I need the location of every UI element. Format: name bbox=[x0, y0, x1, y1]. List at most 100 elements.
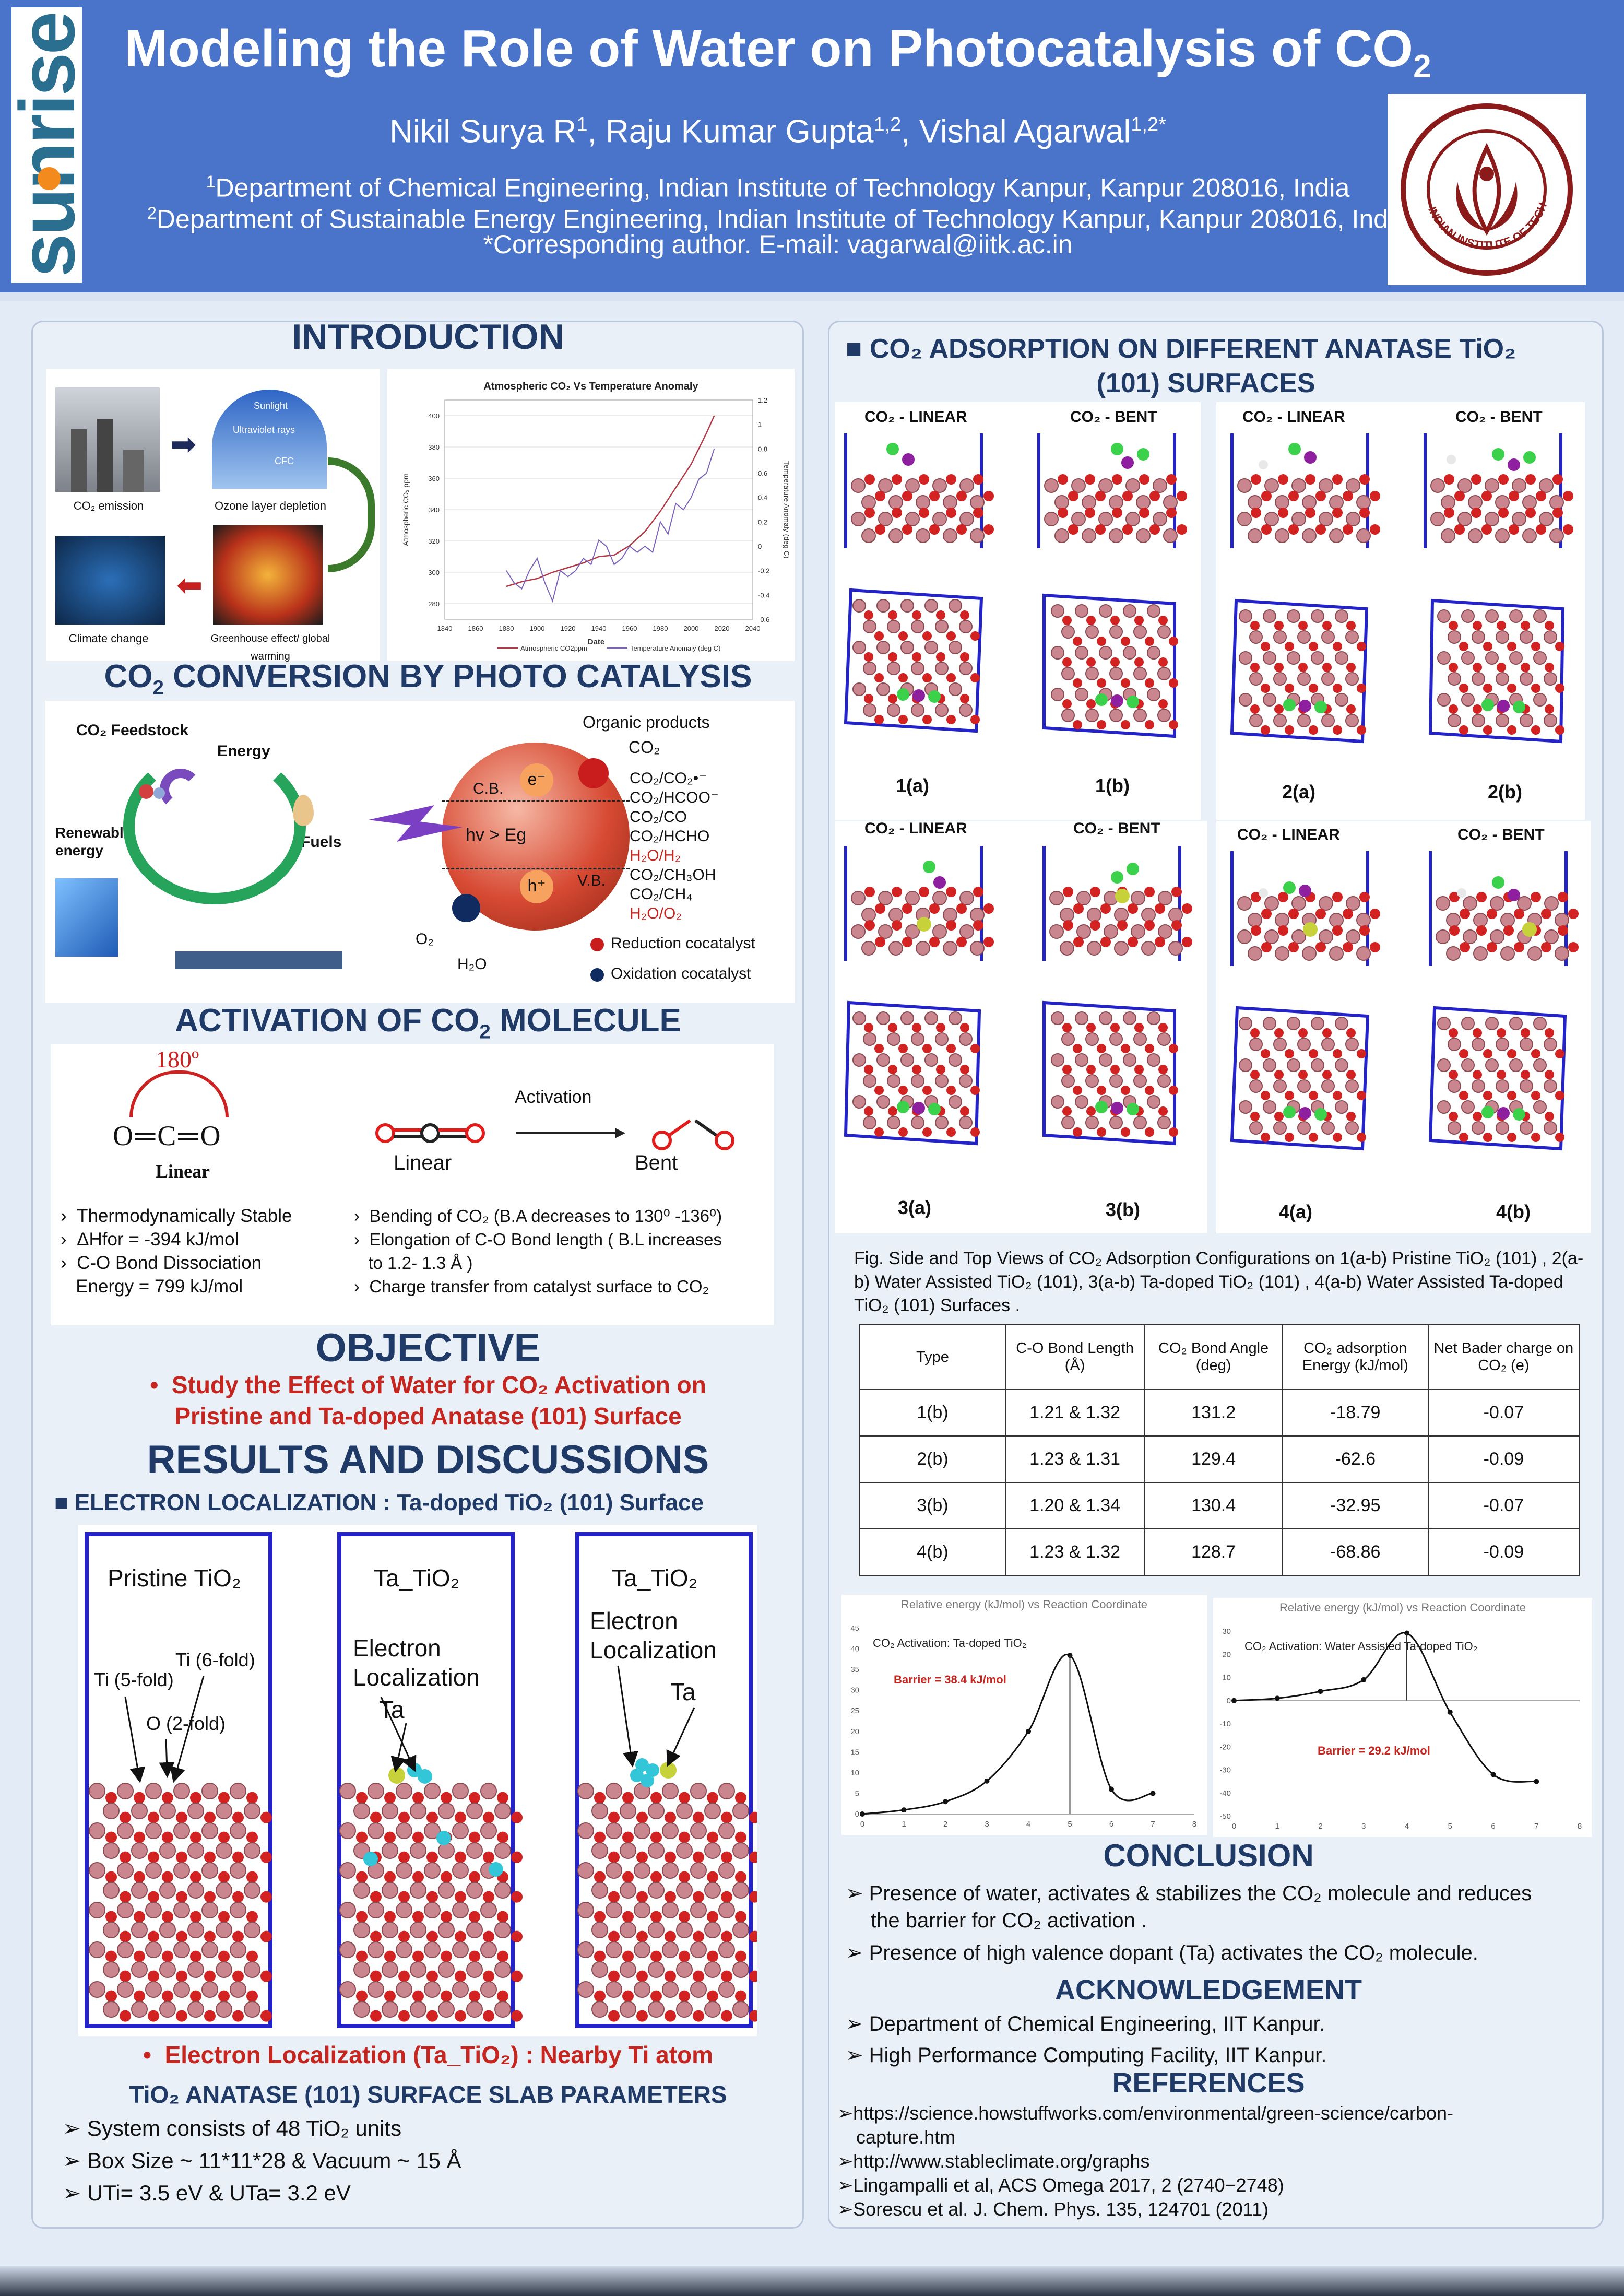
o-atom bbox=[469, 1871, 480, 1883]
o-atom bbox=[902, 524, 912, 535]
o-atom bbox=[946, 887, 956, 897]
ti-atom bbox=[1249, 1079, 1263, 1093]
activation-heading: ACTIVATION OF CO2 MOLECULE bbox=[175, 1003, 681, 1043]
o-atom bbox=[1073, 1086, 1082, 1095]
ti-atom bbox=[1335, 1100, 1348, 1114]
ti-atom bbox=[949, 599, 962, 613]
ti-atom bbox=[1509, 1058, 1523, 1072]
ti-atom bbox=[1249, 1121, 1263, 1135]
ti-atom bbox=[117, 1902, 134, 1918]
ti-atom bbox=[943, 528, 957, 543]
o-atom bbox=[898, 673, 908, 682]
ti-atom bbox=[1082, 495, 1096, 510]
electron-localization-figure: Pristine TiO₂ Ti (5-fold) Ti (6-fold) O … bbox=[78, 1525, 757, 2036]
ti-atom bbox=[103, 1882, 120, 1899]
ti-atom bbox=[494, 1961, 511, 1978]
o-atom bbox=[1459, 1091, 1468, 1100]
o-atom bbox=[1476, 892, 1487, 902]
ti-atom bbox=[851, 891, 866, 905]
ti-atom bbox=[131, 1842, 148, 1859]
o-atom bbox=[176, 1811, 187, 1823]
ti-atom bbox=[1075, 604, 1088, 618]
ti-atom bbox=[935, 1116, 949, 1129]
o-atom bbox=[1309, 684, 1318, 693]
o-atom bbox=[1555, 684, 1564, 693]
o-atom bbox=[946, 673, 956, 682]
ti-atom bbox=[662, 1902, 679, 1918]
o-atom bbox=[665, 1891, 676, 1903]
ti-atom bbox=[494, 1922, 511, 1938]
o-atom bbox=[1166, 508, 1177, 518]
o-atom bbox=[105, 1871, 117, 1883]
o-atom bbox=[919, 508, 929, 518]
o-atom bbox=[864, 610, 873, 620]
ti-atom bbox=[216, 1803, 232, 1819]
y2-tick-label: -0.6 bbox=[758, 616, 769, 623]
adsorbate-atom bbox=[1304, 451, 1317, 464]
o-atom bbox=[1346, 663, 1356, 672]
ti-atom bbox=[410, 2001, 426, 2018]
o-atom bbox=[1498, 508, 1509, 518]
o-atom bbox=[1473, 621, 1482, 630]
ti-atom bbox=[1297, 714, 1311, 727]
o-atom bbox=[1531, 1133, 1540, 1142]
cell-edge bbox=[1042, 1000, 1176, 1146]
ti-atom bbox=[1087, 941, 1101, 956]
ti-atom bbox=[339, 1783, 356, 1799]
ti-atom bbox=[732, 1961, 749, 1978]
ti-atom bbox=[1461, 1058, 1475, 1072]
ti-atom bbox=[1051, 1053, 1064, 1067]
adsorbate-atom bbox=[1111, 694, 1123, 707]
o-atom bbox=[134, 1911, 145, 1923]
ti-atom bbox=[1061, 709, 1075, 722]
o-atom bbox=[1285, 1091, 1294, 1100]
cell-4a-label: CO₂ - LINEAR bbox=[1237, 826, 1340, 843]
o-atom bbox=[622, 1990, 634, 2002]
o-atom bbox=[922, 631, 932, 641]
ti-atom bbox=[1273, 1038, 1287, 1051]
ti-atom bbox=[1109, 625, 1123, 639]
o-atom bbox=[148, 1930, 159, 1942]
activation-effects-list: › Bending of CO₂ (B.A decreases to 130⁰ … bbox=[354, 1206, 722, 1296]
ti-atom bbox=[1463, 896, 1477, 911]
ozone-label: Ozone layer depletion bbox=[214, 499, 327, 512]
o-atom bbox=[1097, 637, 1106, 646]
o-atom bbox=[134, 1950, 145, 1962]
o-atom bbox=[1459, 1133, 1468, 1142]
ti-atom bbox=[1051, 688, 1064, 701]
ti-atom bbox=[1321, 630, 1335, 644]
co2-activation-figure: 180º O═C═O Linear Activation Linear Bent… bbox=[51, 1044, 774, 1325]
ti-atom bbox=[1248, 946, 1262, 961]
ti-atom bbox=[89, 1902, 105, 1918]
ti-atom bbox=[1114, 908, 1129, 922]
ti-atom bbox=[1104, 924, 1118, 939]
ti-atom bbox=[438, 1803, 455, 1819]
reference-1: ➢https://science.howstuffworks.com/envir… bbox=[837, 2102, 1454, 2124]
ti-atom bbox=[851, 924, 866, 939]
o-atom bbox=[1155, 903, 1165, 914]
o-atom bbox=[204, 1811, 216, 1823]
o-atom bbox=[1531, 725, 1540, 735]
x-tick-label: 0 bbox=[1232, 1822, 1236, 1831]
ti-atom bbox=[368, 1822, 384, 1839]
ti-atom bbox=[970, 941, 985, 956]
stability-list: › Thermodynamically Stable › ΔHfor = -39… bbox=[61, 1206, 292, 1297]
o-atom bbox=[134, 1990, 145, 2002]
o-atom bbox=[1536, 491, 1546, 501]
ti-atom bbox=[466, 2001, 483, 2018]
ti-atom bbox=[396, 1981, 412, 1998]
ti-atom bbox=[216, 1842, 232, 1859]
ti-atom bbox=[1437, 1100, 1451, 1114]
o-atom bbox=[1121, 637, 1130, 646]
electron-localization-note: • Electron Localization (Ta_TiO₂) : Near… bbox=[143, 2041, 714, 2068]
adsorption-group-2 bbox=[1216, 402, 1585, 820]
o-atom bbox=[204, 2010, 216, 2022]
y2-tick-label: 0.8 bbox=[758, 445, 767, 453]
ti-atom bbox=[1544, 672, 1557, 686]
ti-atom bbox=[1133, 1116, 1147, 1129]
o-atom bbox=[218, 1831, 230, 1843]
ti-atom bbox=[1468, 528, 1483, 543]
o-atom bbox=[946, 1086, 956, 1095]
ti-atom bbox=[1158, 924, 1172, 939]
ti-atom bbox=[216, 2001, 232, 2018]
